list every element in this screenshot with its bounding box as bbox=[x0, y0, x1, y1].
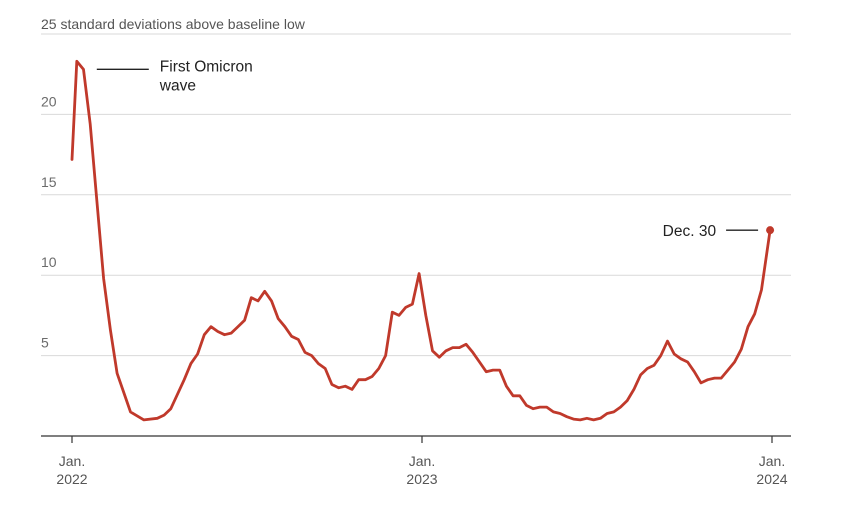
x-tick-label: Jan. bbox=[759, 453, 785, 469]
series-line bbox=[70, 59, 772, 422]
series bbox=[70, 59, 772, 422]
y-tick-label: 10 bbox=[41, 254, 57, 270]
x-tick-label: Jan. bbox=[59, 453, 85, 469]
y-tick-label: 15 bbox=[41, 174, 57, 190]
x-axis: Jan. 2022 Jan. 2023 Jan. 2024 bbox=[41, 435, 791, 487]
x-tick-label: 2023 bbox=[406, 471, 437, 487]
latest-point-marker bbox=[766, 226, 775, 235]
y-tick-label: 20 bbox=[41, 93, 57, 109]
x-tick-label: 2022 bbox=[56, 471, 87, 487]
annotation-text: wave bbox=[159, 77, 196, 94]
annotations: First Omicron wave Dec. 30 bbox=[96, 58, 775, 240]
y-axis-title: 25 standard deviations above baseline lo… bbox=[41, 16, 306, 32]
y-axis-label: 25 standard deviations above baseline lo… bbox=[41, 16, 306, 32]
x-tick-label: 2024 bbox=[756, 471, 787, 487]
y-axis: 5 10 15 20 bbox=[41, 93, 57, 350]
annotation-text: First Omicron bbox=[160, 58, 253, 75]
grid bbox=[41, 33, 791, 357]
annotation-text: Dec. 30 bbox=[663, 223, 717, 240]
y-tick-label: 5 bbox=[41, 335, 49, 351]
x-tick-label: Jan. bbox=[409, 453, 435, 469]
